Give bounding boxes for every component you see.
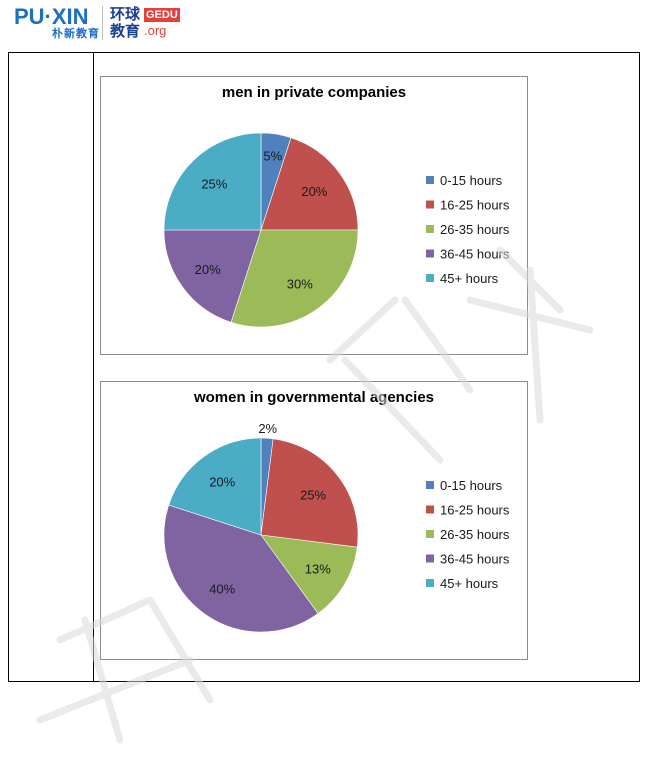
puxin-logo: PU·XIN 朴新教育 <box>14 6 100 40</box>
pie-chart-women-government: women in governmental agencies 2% 25% 13% 40… <box>163 389 510 633</box>
pie-slice-3 <box>260 534 358 614</box>
legend-swatch <box>426 530 434 538</box>
legend-entry: 36-45 hours <box>440 247 510 262</box>
gedu-logo-org: .org <box>144 23 167 38</box>
pie-slice-3 <box>230 229 359 328</box>
pie-slice-label: 13% <box>305 562 331 577</box>
legend-entry: 26-35 hours <box>440 222 510 237</box>
pie-slice-label: 40% <box>209 581 235 596</box>
legend-entry: 16-25 hours <box>440 198 510 213</box>
chart-title: women in governmental agencies <box>193 389 434 406</box>
pie-slice-label: 30% <box>287 276 313 291</box>
table-column-divider <box>93 53 94 681</box>
legend-swatch <box>426 554 434 563</box>
legend-swatch <box>426 225 434 233</box>
page-header: PU·XIN 朴新教育 环球 教育 GEDU .org <box>0 0 646 48</box>
pie-slice-label: 25% <box>300 488 326 503</box>
legend-entry: 45+ hours <box>440 576 499 591</box>
pie-slice-5 <box>163 132 262 231</box>
logo-divider <box>102 6 103 40</box>
pie-slice-label: 2% <box>258 421 277 436</box>
legend-entry: 45+ hours <box>440 271 499 286</box>
pie-slice-5 <box>168 437 262 536</box>
legend-entry: 16-25 hours <box>440 503 510 518</box>
pie-slice-label: 20% <box>301 184 327 199</box>
document-table: men in private companies 5% 20% 30% 20% 25% 0-… <box>8 52 640 682</box>
legend-entry: 0-15 hours <box>440 173 503 188</box>
legend-entry: 26-35 hours <box>440 527 510 542</box>
legend-swatch <box>426 274 434 282</box>
chart-women-government: women in governmental agencies 2% 25% 13% 40… <box>100 381 528 660</box>
legend-entry: 0-15 hours <box>440 478 503 493</box>
puxin-logo-subtitle: 朴新教育 <box>52 27 100 40</box>
pie-slice-label: 20% <box>195 262 221 277</box>
gedu-logo-badge: GEDU <box>144 8 180 22</box>
legend-swatch <box>426 176 434 184</box>
legend-swatch <box>426 505 434 514</box>
legend-swatch <box>426 579 434 587</box>
pie-slice-label: 5% <box>263 148 282 163</box>
pie-slice-label: 20% <box>209 475 235 490</box>
legend-entry: 36-45 hours <box>440 552 510 567</box>
pie-slice-4 <box>163 229 262 323</box>
pie-slice-2 <box>260 137 359 231</box>
pie-slice-2 <box>260 438 359 548</box>
gedu-logo-cn-bottom: 教育 <box>110 22 141 40</box>
pie-slice-label: 25% <box>201 176 227 191</box>
chart-men-private: men in private companies 5% 20% 30% 20% 25% 0-… <box>100 76 528 355</box>
gedu-logo: 环球 教育 GEDU .org <box>110 5 180 40</box>
legend-swatch <box>426 200 434 209</box>
pie-chart-men-private: men in private companies 5% 20% 30% 20% 25% 0-… <box>163 84 510 328</box>
gedu-logo-cn-top: 环球 <box>110 5 141 23</box>
legend-swatch <box>426 249 434 258</box>
puxin-logo-text: PU·XIN <box>14 4 89 29</box>
chart-title: men in private companies <box>222 84 406 101</box>
legend-swatch <box>426 481 434 489</box>
